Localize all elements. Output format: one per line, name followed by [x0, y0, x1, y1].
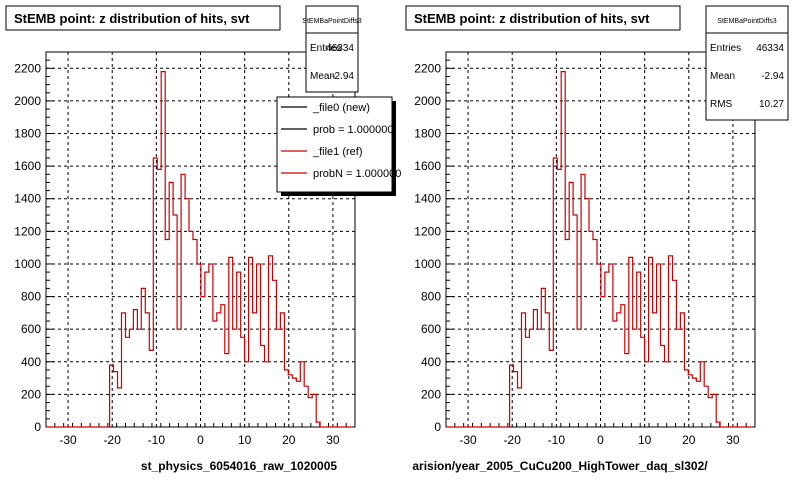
x-tick-label: 20: [282, 433, 296, 447]
histogram-series: [446, 71, 752, 428]
stats-box: [705, 5, 789, 121]
y-tick-label: 1400: [14, 192, 41, 206]
y-tick-label: 1000: [14, 257, 41, 271]
y-tick-label: 200: [421, 387, 441, 401]
stats-value: 46334: [756, 43, 784, 54]
x-tick-label: 10: [238, 433, 252, 447]
stats-box: [305, 5, 359, 93]
stats-value: 46334: [326, 43, 354, 54]
y-tick-label: 1200: [414, 224, 441, 238]
stats-label: Entries: [310, 43, 341, 54]
legend-entry: probN = 1.000000: [313, 168, 401, 180]
stats-value: -2.94: [331, 71, 354, 82]
y-tick-label: 2000: [14, 94, 41, 108]
stats-label: Mean: [710, 71, 735, 82]
x-tick-label: -10: [548, 433, 566, 447]
legend-entry: prob = 1.000000: [313, 124, 393, 136]
stats-title: StEMBaPointDiffs3: [717, 18, 777, 25]
y-tick-label: 2000: [414, 94, 441, 108]
y-tick-label: 0: [34, 420, 41, 434]
x-tick-label: 0: [597, 433, 604, 447]
histogram-series: [46, 71, 352, 428]
x-tick-label: -20: [104, 433, 122, 447]
y-tick-label: 800: [421, 290, 441, 304]
y-tick-label: 800: [21, 290, 41, 304]
y-tick-label: 600: [421, 322, 441, 336]
y-tick-label: 1800: [414, 127, 441, 141]
y-tick-label: 1800: [14, 127, 41, 141]
x-tick-label: 0: [197, 433, 204, 447]
chart-panel-2: -30 -20 -10 0 10 20 30 0 200 400 600 800 1000 1200 140…: [405, 5, 789, 473]
legend-box: [276, 96, 393, 193]
y-tick-label: 200: [21, 387, 41, 401]
y-tick-label: 1400: [414, 192, 441, 206]
y-tick-label: 600: [21, 322, 41, 336]
stats-label: RMS: [710, 99, 733, 110]
y-tick-label: 0: [434, 420, 441, 434]
x-axis-label: st_physics_6054016_raw_1020005: [141, 459, 337, 473]
y-tick-label: 2200: [414, 61, 441, 75]
x-axis-label: arision/year_2005_CuCu200_HighTower_daq_…: [412, 459, 708, 473]
legend-entry: _file1 (ref): [312, 146, 363, 158]
title-box: [405, 5, 681, 31]
y-tick-label: 1600: [414, 159, 441, 173]
y-tick-label: 400: [421, 355, 441, 369]
stats-label: Entries: [710, 43, 741, 54]
chart-title: StEMB point: z distribution of hits, svt: [414, 11, 650, 26]
chart-title: StEMB point: z distribution of hits, svt: [14, 11, 250, 26]
stats-title: StEMBaPointDiffs3: [302, 18, 362, 25]
x-tick-label: 10: [638, 433, 652, 447]
x-tick-label: -30: [59, 433, 77, 447]
x-tick-label: -20: [504, 433, 522, 447]
chart-panel-1: -30 -20 -10 0 10 20 30 0 200 400 600 800 1000 1200 140…: [5, 5, 401, 473]
y-tick-label: 400: [21, 355, 41, 369]
stats-value: 10.27: [759, 99, 784, 110]
x-tick-label: -10: [148, 433, 166, 447]
y-tick-label: 1600: [14, 159, 41, 173]
x-tick-label: 30: [726, 433, 740, 447]
title-box: [5, 5, 281, 31]
y-tick-label: 2200: [14, 61, 41, 75]
legend-entry: _file0 (new): [312, 102, 370, 114]
y-tick-label: 1000: [414, 257, 441, 271]
x-tick-label: -30: [459, 433, 477, 447]
x-tick-label: 20: [682, 433, 696, 447]
y-tick-label: 1200: [14, 224, 41, 238]
stats-value: -2.94: [761, 71, 784, 82]
stats-label: Mean: [310, 71, 335, 82]
x-tick-label: 30: [326, 433, 340, 447]
